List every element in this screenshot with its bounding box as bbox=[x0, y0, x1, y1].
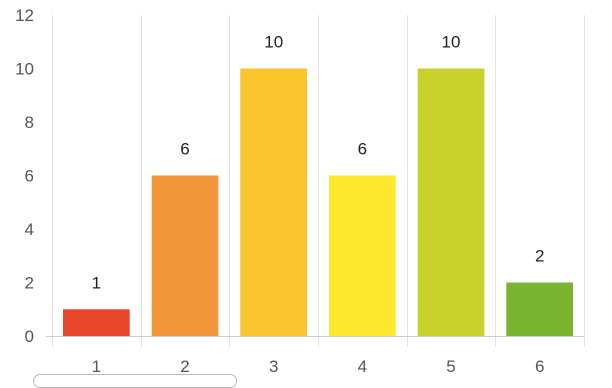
x-axis-ticks: 1 2 3 4 5 6 bbox=[92, 357, 545, 376]
y-tick-label: 10 bbox=[15, 60, 34, 79]
y-axis-ticks: 0 2 4 6 8 10 12 bbox=[15, 6, 34, 346]
bars bbox=[63, 68, 573, 337]
x-tick-label-2: 2 bbox=[180, 357, 189, 376]
x-tick-label-4: 4 bbox=[358, 357, 367, 376]
bar-1 bbox=[63, 309, 130, 337]
y-tick-label: 12 bbox=[15, 6, 34, 25]
bar-3 bbox=[240, 68, 307, 336]
y-tick-label: 0 bbox=[25, 327, 34, 346]
x-tick-label-1: 1 bbox=[92, 357, 101, 376]
data-label-6: 2 bbox=[535, 247, 544, 266]
x-tick-label-6: 6 bbox=[535, 357, 544, 376]
data-label-5: 10 bbox=[442, 33, 461, 52]
y-tick-label: 6 bbox=[25, 167, 34, 186]
data-label-1: 1 bbox=[92, 273, 101, 292]
y-tick-label: 8 bbox=[25, 113, 34, 132]
bar-6 bbox=[506, 282, 573, 336]
x-tick-label-3: 3 bbox=[269, 357, 278, 376]
bar-2 bbox=[151, 175, 219, 336]
y-tick-label: 4 bbox=[25, 220, 34, 239]
grid-lines bbox=[52, 15, 585, 347]
data-label-2: 6 bbox=[180, 140, 189, 159]
bar-4 bbox=[329, 175, 396, 336]
data-label-3: 10 bbox=[264, 33, 283, 52]
bar-5 bbox=[417, 68, 485, 336]
y-tick-label: 2 bbox=[25, 274, 34, 293]
scrollbar-thumb[interactable] bbox=[33, 374, 237, 388]
data-labels: 1 6 10 6 10 2 bbox=[92, 33, 545, 293]
data-label-4: 6 bbox=[358, 140, 367, 159]
x-tick-label-5: 5 bbox=[446, 357, 455, 376]
